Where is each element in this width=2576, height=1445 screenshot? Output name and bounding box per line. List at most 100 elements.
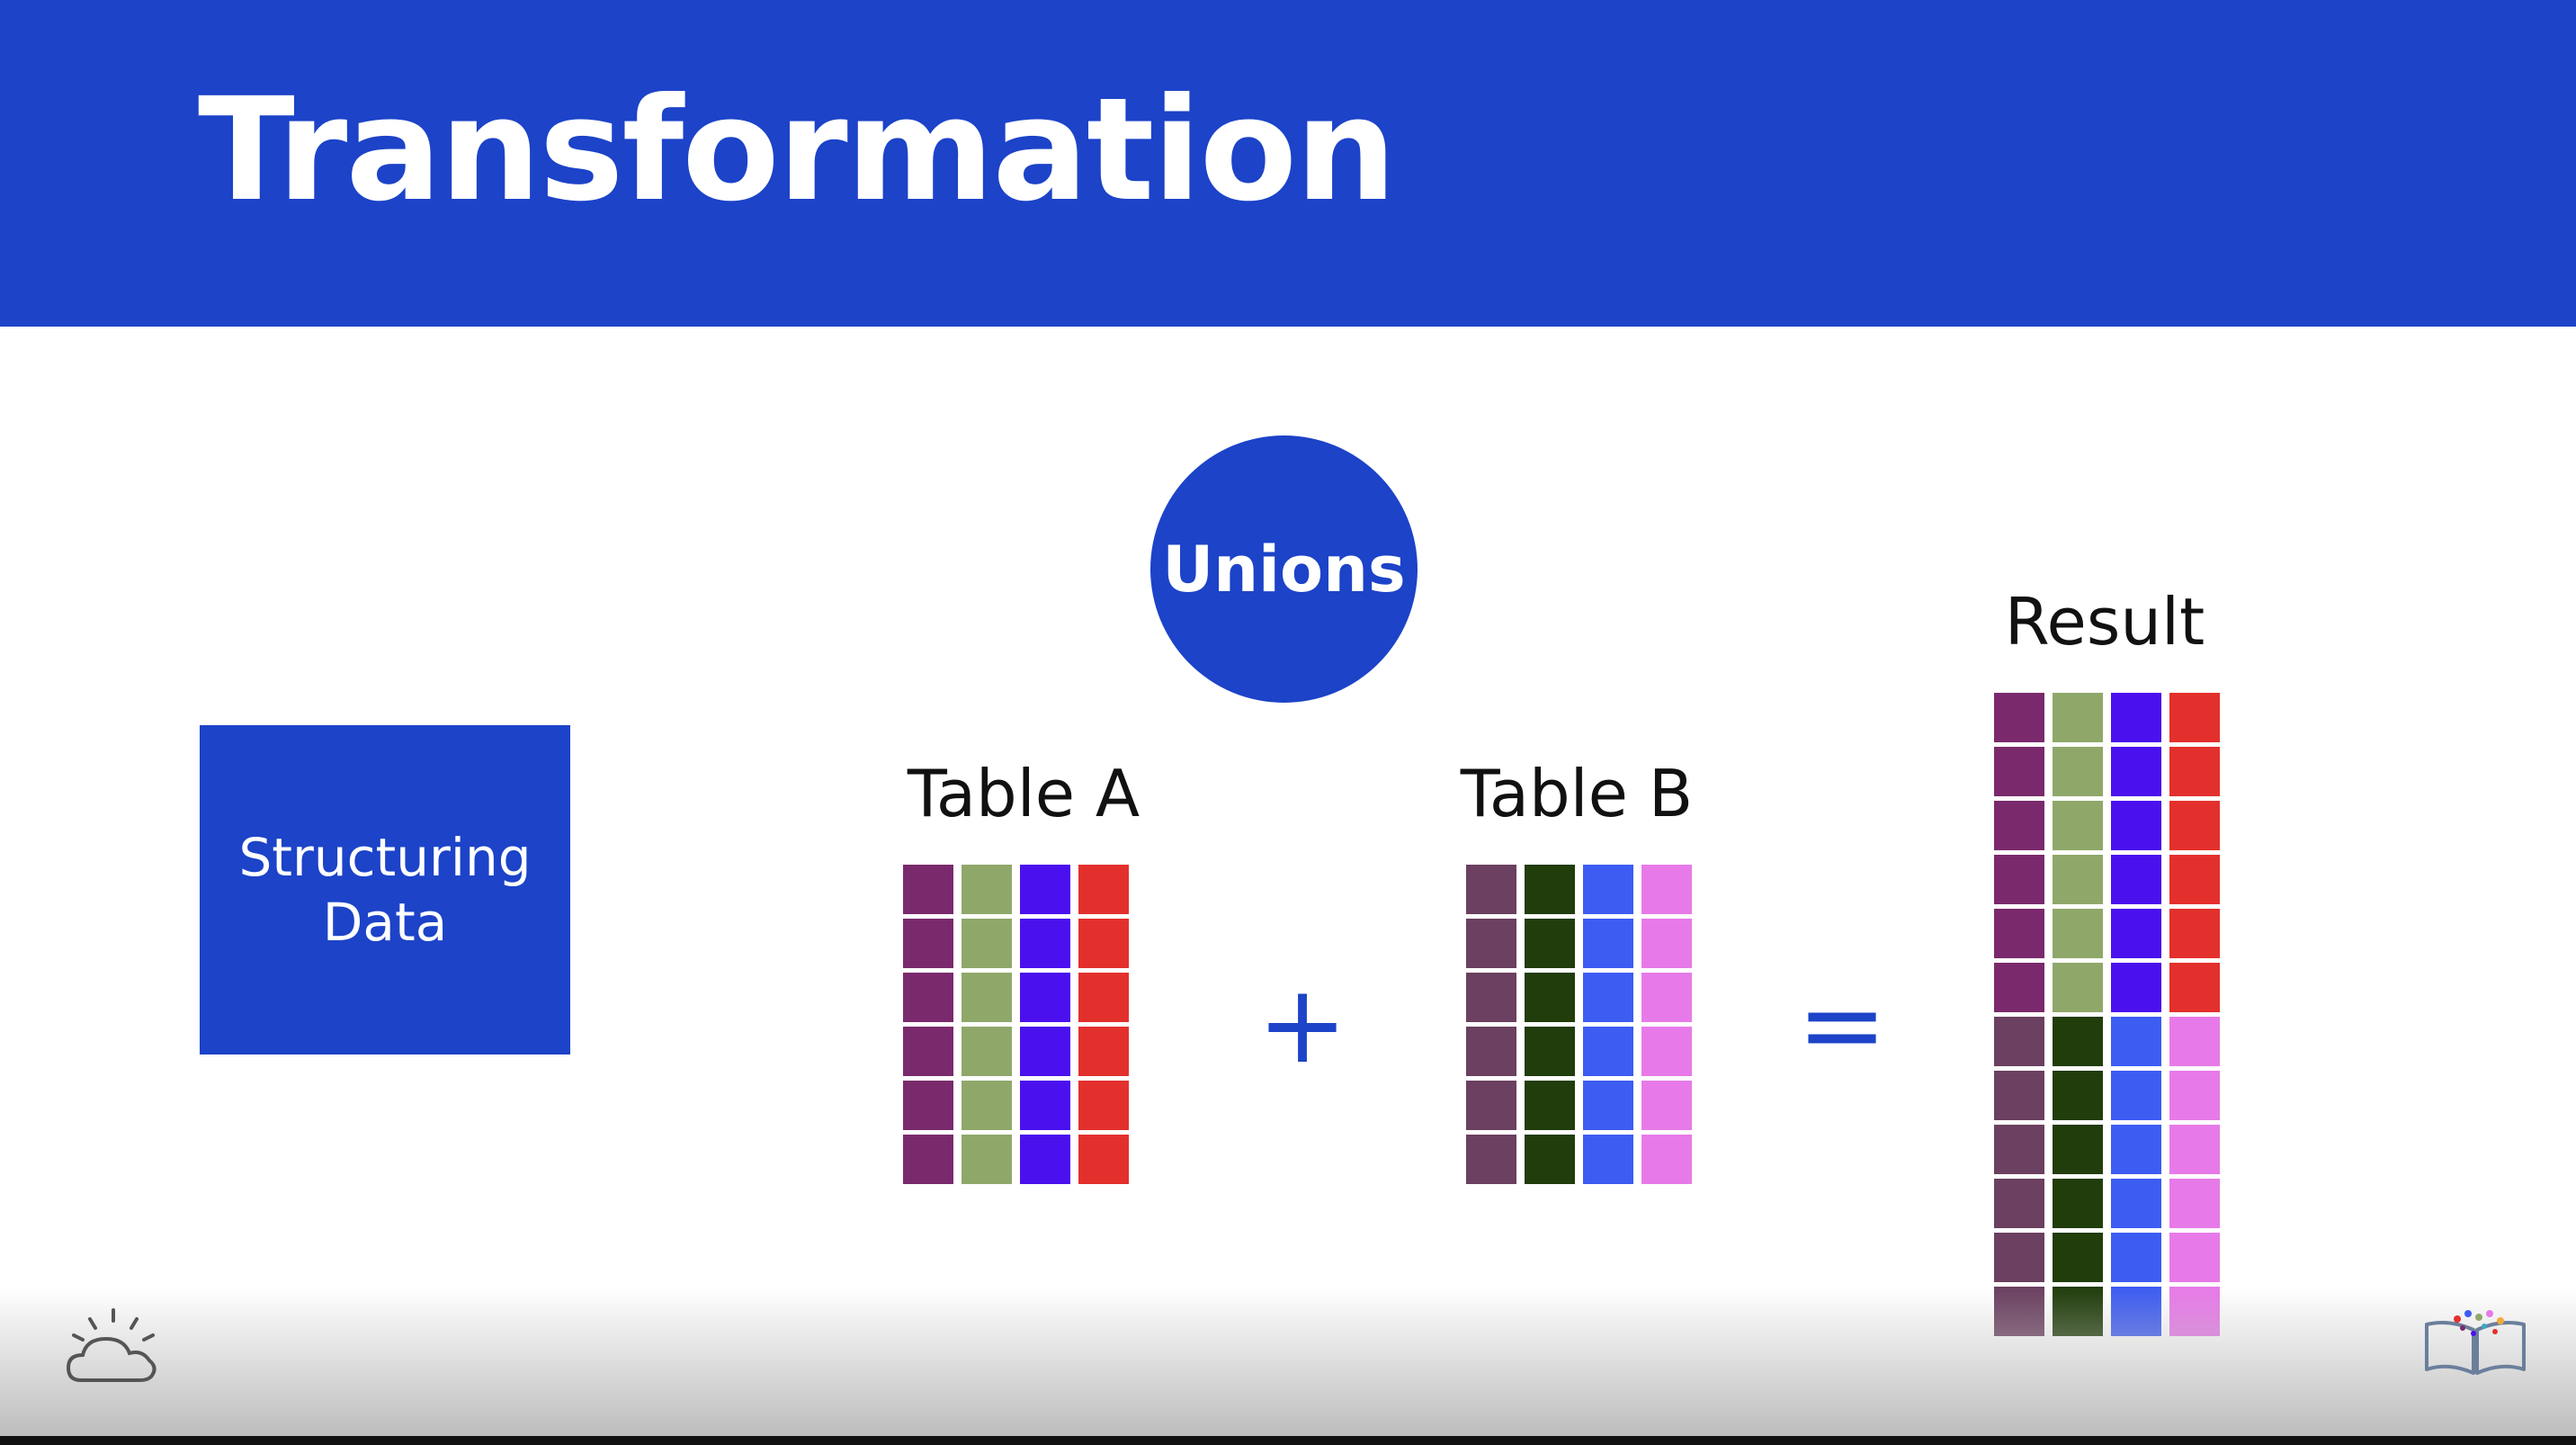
table-cell (1994, 801, 2044, 850)
bottom-bar (0, 1436, 2576, 1445)
table-cell (962, 1027, 1012, 1076)
table-cell (2169, 963, 2220, 1012)
table-cell (1525, 1135, 1575, 1184)
table-cell (1583, 1027, 1633, 1076)
table-cell (1641, 973, 1692, 1022)
table-cell (1994, 1071, 2044, 1120)
table-cell (1994, 1233, 2044, 1282)
table-cell (2053, 963, 2103, 1012)
table-cell (903, 973, 953, 1022)
table-cell (2169, 801, 2220, 850)
plus-operator: + (1257, 963, 1348, 1088)
table-cell (1994, 693, 2044, 742)
table-cell (1641, 919, 1692, 968)
table-cell (1020, 865, 1070, 914)
table-cell (1641, 865, 1692, 914)
page-title: Transformation (198, 67, 1397, 233)
table-cell (1020, 1135, 1070, 1184)
table-cell (2053, 909, 2103, 958)
table-cell (2169, 1071, 2220, 1120)
table-cell (1020, 1027, 1070, 1076)
table-cell (2111, 801, 2161, 850)
table-cell (1078, 1081, 1129, 1130)
table-cell (1020, 1081, 1070, 1130)
table-cell (1583, 973, 1633, 1022)
table-cell (903, 1027, 953, 1076)
table-cell (2053, 1233, 2103, 1282)
table-b-grid (1466, 865, 1692, 1184)
table-cell (2111, 693, 2161, 742)
table-cell (903, 865, 953, 914)
table-cell (1641, 1081, 1692, 1130)
table-cell (1466, 919, 1516, 968)
table-b-label: Table B (1460, 756, 1694, 831)
table-cell (1583, 1081, 1633, 1130)
table-cell (2053, 1017, 2103, 1066)
table-cell (1525, 1027, 1575, 1076)
table-cell (2111, 1017, 2161, 1066)
table-a-grid (903, 865, 1129, 1184)
table-cell (903, 1081, 953, 1130)
table-cell (1525, 865, 1575, 914)
table-cell (962, 1135, 1012, 1184)
table-cell (1466, 1027, 1516, 1076)
table-cell (1466, 1081, 1516, 1130)
table-cell (1466, 973, 1516, 1022)
table-cell (1078, 865, 1129, 914)
table-cell (903, 919, 953, 968)
table-cell (2053, 693, 2103, 742)
table-cell (2111, 855, 2161, 904)
table-a-label: Table A (907, 756, 1140, 831)
cloud-sun-icon (66, 1308, 157, 1382)
result-label: Result (2004, 584, 2205, 660)
table-cell (1641, 1135, 1692, 1184)
table-cell (1525, 973, 1575, 1022)
table-cell (1583, 1135, 1633, 1184)
footer-gradient (0, 1287, 2576, 1436)
table-cell (2111, 747, 2161, 796)
header-bar (0, 0, 2576, 327)
table-cell (2053, 1071, 2103, 1120)
table-cell (2053, 1179, 2103, 1228)
table-cell (962, 919, 1012, 968)
structuring-data-line1: Structuring (238, 827, 532, 888)
table-cell (1466, 865, 1516, 914)
table-cell (962, 1081, 1012, 1130)
table-cell (2169, 855, 2220, 904)
table-cell (2169, 1233, 2220, 1282)
table-cell (962, 865, 1012, 914)
table-cell (1583, 865, 1633, 914)
table-cell (1994, 909, 2044, 958)
table-cell (2053, 747, 2103, 796)
table-cell (2053, 1125, 2103, 1174)
table-cell (2111, 909, 2161, 958)
table-cell (1078, 1135, 1129, 1184)
table-cell (1994, 963, 2044, 1012)
table-cell (2111, 963, 2161, 1012)
unions-badge: Unions (1150, 435, 1418, 703)
table-cell (2169, 693, 2220, 742)
table-cell (2169, 1179, 2220, 1228)
table-cell (1994, 855, 2044, 904)
table-cell (903, 1135, 953, 1184)
table-cell (2169, 1125, 2220, 1174)
table-cell (2111, 1179, 2161, 1228)
table-cell (2111, 1233, 2161, 1282)
table-cell (2169, 909, 2220, 958)
table-cell (1525, 1081, 1575, 1130)
equals-operator: = (1796, 963, 1888, 1088)
table-cell (1994, 1017, 2044, 1066)
table-cell (1641, 1027, 1692, 1076)
table-cell (962, 973, 1012, 1022)
structuring-data-line2: Data (322, 892, 448, 953)
table-cell (2053, 801, 2103, 850)
table-cell (2111, 1071, 2161, 1120)
table-cell (1525, 919, 1575, 968)
table-cell (1078, 973, 1129, 1022)
table-cell (1078, 1027, 1129, 1076)
table-cell (1994, 1125, 2044, 1174)
open-book-icon (2425, 1310, 2526, 1375)
table-cell (2169, 747, 2220, 796)
table-cell (1994, 747, 2044, 796)
table-cell (1466, 1135, 1516, 1184)
